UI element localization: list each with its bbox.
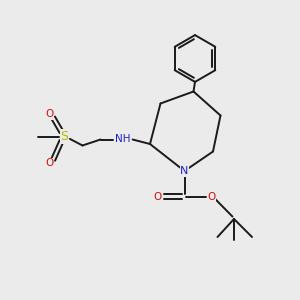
Text: S: S	[61, 130, 68, 143]
Text: NH: NH	[115, 134, 131, 145]
Text: O: O	[153, 191, 162, 202]
Text: O: O	[45, 109, 54, 119]
Text: N: N	[180, 166, 189, 176]
Text: O: O	[45, 158, 54, 169]
Text: O: O	[207, 191, 216, 202]
